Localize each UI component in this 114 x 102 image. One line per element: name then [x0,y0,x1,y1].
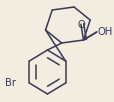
Text: OH: OH [97,27,112,37]
Text: Br: Br [5,78,16,88]
Text: O: O [77,20,85,30]
